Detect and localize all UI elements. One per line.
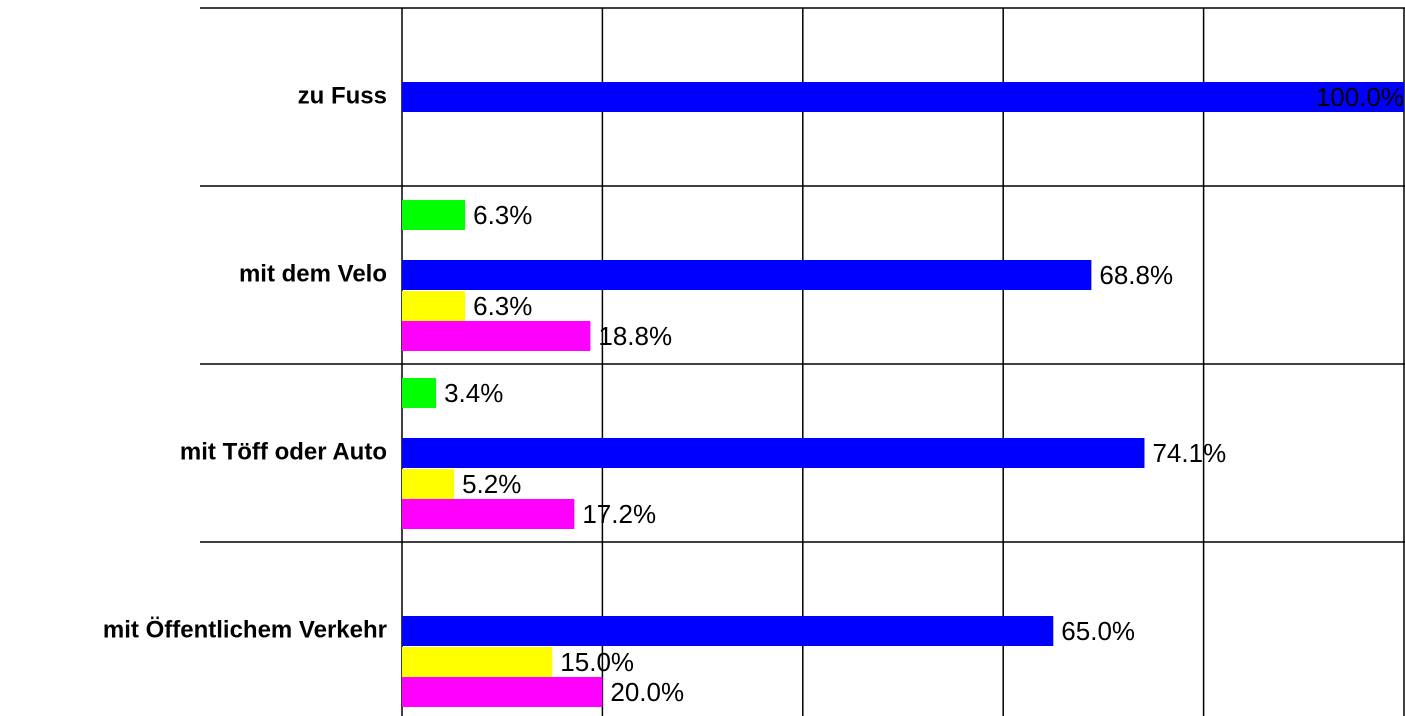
value-label: 68.8% <box>1099 260 1173 290</box>
y-tick-label: mit Töff oder Auto <box>180 438 387 465</box>
bar <box>402 321 591 351</box>
bar <box>402 647 553 677</box>
bar <box>402 200 466 230</box>
value-label: 18.8% <box>598 321 672 351</box>
bar <box>402 378 437 408</box>
value-label: 20.0% <box>610 677 684 707</box>
value-label: 15.0% <box>560 647 634 677</box>
bar <box>402 499 575 529</box>
bar <box>402 469 455 499</box>
bar <box>402 438 1145 468</box>
bar <box>402 260 1092 290</box>
y-tick-label: zu Fuss <box>298 82 387 109</box>
value-label: 17.2% <box>582 499 656 529</box>
value-label: 6.3% <box>473 200 532 230</box>
y-tick-label: mit Öffentlichem Verkehr <box>103 616 387 643</box>
value-label: 3.4% <box>444 378 503 408</box>
value-label: 5.2% <box>462 469 521 499</box>
bar <box>402 291 466 321</box>
value-label: 65.0% <box>1061 616 1135 646</box>
value-label: 100.0% <box>1316 82 1404 112</box>
bar <box>402 677 603 707</box>
bar <box>402 82 1404 112</box>
y-tick-label: mit dem Velo <box>239 260 387 287</box>
bar <box>402 616 1054 646</box>
value-label: 6.3% <box>473 291 532 321</box>
value-label: 74.1% <box>1152 438 1226 468</box>
